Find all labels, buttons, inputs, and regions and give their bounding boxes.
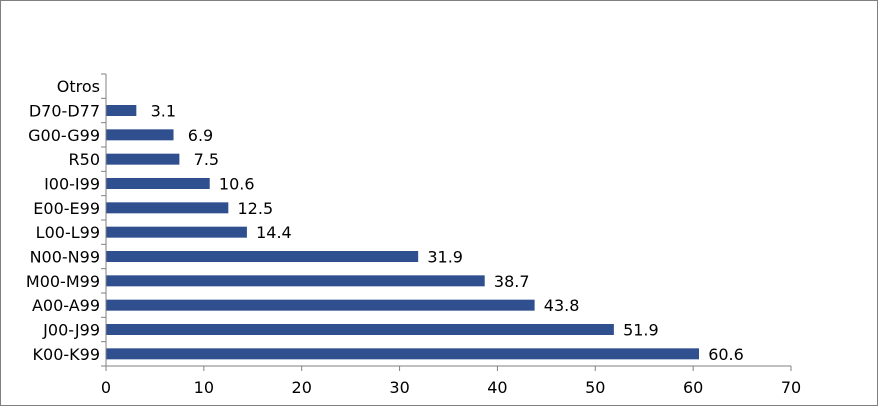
- data-label: 7.5: [194, 150, 219, 169]
- data-label: 14.4: [256, 223, 292, 242]
- x-tick-label: 60: [683, 378, 703, 397]
- bar: [106, 105, 137, 116]
- data-label: 12.5: [238, 199, 274, 218]
- category-label: J00-J99: [42, 321, 100, 340]
- data-label: 43.8: [544, 296, 580, 315]
- x-tick-label: 70: [781, 378, 801, 397]
- bars-group: [106, 105, 700, 360]
- data-label: 6.9: [188, 126, 213, 145]
- data-label: 38.7: [494, 272, 530, 291]
- bar: [106, 129, 174, 141]
- labels-group: K00-K99 60.6 J00-J99 51.9 A00-A99 43.8 M00-M99…: [26, 77, 801, 397]
- category-label: A00-A99: [32, 296, 100, 315]
- category-label: N00-N99: [30, 248, 100, 267]
- x-tick-label: 0: [101, 378, 111, 397]
- category-label: E00-E99: [33, 199, 100, 218]
- data-label: 60.6: [708, 345, 744, 364]
- bar: [106, 202, 229, 214]
- bar: [106, 275, 485, 287]
- bar: [106, 153, 180, 165]
- category-label: I00-I99: [44, 175, 100, 194]
- bar: [106, 178, 210, 189]
- x-tick-label: 30: [389, 378, 409, 397]
- data-label: 51.9: [623, 321, 659, 340]
- data-label: 3.1: [151, 102, 176, 121]
- bar: [106, 348, 700, 360]
- data-label: 31.9: [427, 248, 463, 267]
- x-tick-label: 10: [194, 378, 214, 397]
- axes-group: [101, 73, 792, 371]
- category-label: L00-L99: [36, 223, 100, 242]
- category-label: M00-M99: [26, 272, 100, 291]
- bar: [106, 251, 419, 262]
- bar: [106, 299, 535, 311]
- category-label: G00-G99: [28, 126, 100, 145]
- bar: [106, 324, 614, 335]
- x-tick-label: 20: [292, 378, 312, 397]
- category-label: D70-D77: [29, 102, 100, 121]
- category-label: R50: [69, 150, 100, 169]
- x-tick-label: 40: [487, 378, 507, 397]
- x-tick-label: 50: [585, 378, 605, 397]
- bar: [106, 226, 247, 238]
- category-label: K00-K99: [33, 345, 100, 364]
- data-label: 10.6: [219, 175, 255, 194]
- category-label: Otros: [57, 77, 100, 96]
